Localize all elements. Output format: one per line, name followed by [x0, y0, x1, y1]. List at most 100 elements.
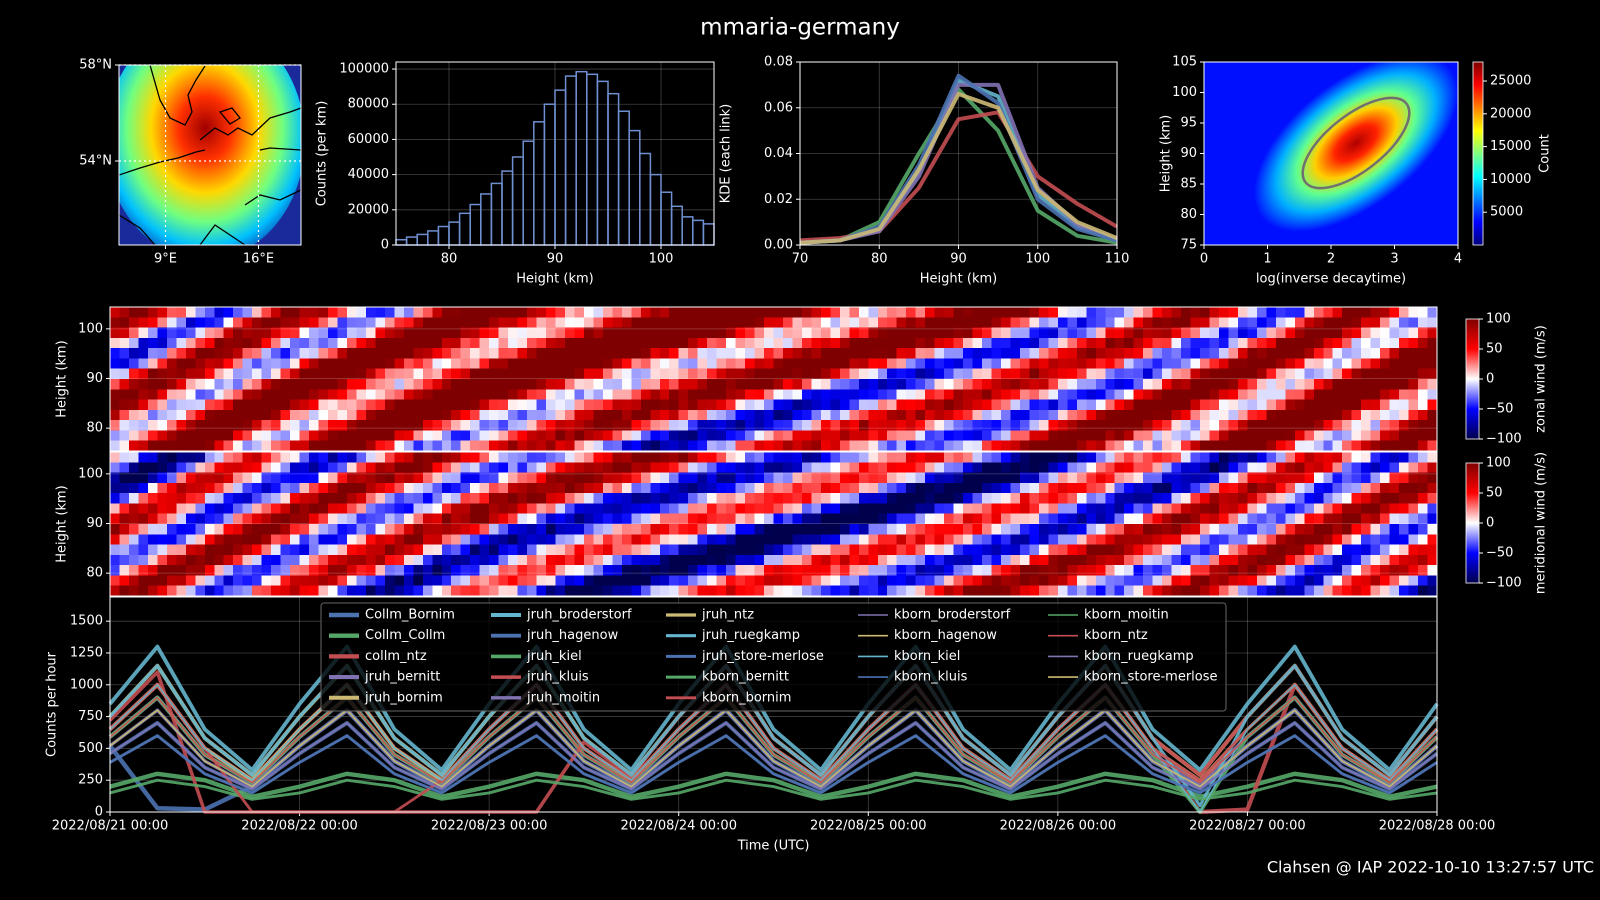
heatmap-cell	[365, 565, 376, 577]
heatmap-cell	[451, 472, 462, 484]
heatmap-cell	[365, 462, 376, 474]
heatmap-cell	[384, 472, 395, 484]
heatmap-cell	[801, 575, 813, 587]
heatmap-cell	[195, 379, 206, 390]
heatmap-cell	[1370, 554, 1381, 566]
heatmap-cell	[1256, 307, 1267, 318]
heatmap-cell	[489, 430, 500, 442]
heatmap-cell	[764, 585, 775, 597]
heatmap-cell	[441, 317, 452, 329]
heatmap-cell	[593, 585, 604, 597]
heatmap-cell	[290, 399, 301, 411]
heatmap-cell	[830, 430, 841, 442]
y-tick-label: 100	[1172, 85, 1197, 100]
heatmap-cell	[1019, 544, 1031, 556]
heatmap-cell	[555, 585, 566, 597]
heatmap-cell	[1370, 472, 1381, 484]
heatmap-cell	[934, 317, 945, 329]
heatmap-cell	[991, 585, 1002, 597]
heatmap-cell	[1342, 534, 1353, 546]
heatmap-cell	[1323, 503, 1334, 515]
heatmap-cell	[1057, 513, 1068, 525]
heatmap-cell	[147, 307, 158, 318]
heatmap-cell	[972, 524, 983, 535]
heatmap-cell	[185, 575, 196, 587]
heatmap-cell	[555, 337, 566, 349]
heatmap-cell	[1133, 452, 1144, 463]
heatmap-cell	[659, 317, 670, 329]
heatmap-cell	[413, 554, 424, 566]
heatmap-cell	[659, 348, 670, 360]
heatmap-cell	[1152, 493, 1163, 505]
heatmap-cell	[593, 358, 604, 370]
heatmap-cell	[242, 493, 253, 505]
heatmap-cell	[157, 554, 168, 566]
heatmap-cell	[432, 430, 443, 442]
heatmap-cell	[1313, 368, 1324, 380]
heatmap-cell	[119, 452, 130, 463]
heatmap-cell	[583, 493, 595, 505]
heatmap-cell	[223, 348, 234, 360]
heatmap-cell	[868, 544, 879, 556]
heatmap-cell	[441, 337, 452, 349]
heatmap-cell	[697, 327, 708, 339]
heatmap-cell	[650, 534, 661, 546]
heatmap-cell	[346, 358, 358, 370]
heatmap-cell	[527, 379, 538, 390]
heatmap-cell	[147, 503, 158, 515]
heatmap-cell	[688, 348, 699, 360]
heatmap-cell	[451, 307, 462, 318]
heatmap-cell	[896, 399, 907, 411]
heatmap-cell	[963, 337, 974, 349]
heatmap-cell	[858, 368, 869, 380]
heatmap-cell	[346, 554, 358, 566]
heatmap-cell	[764, 307, 775, 318]
heatmap-cell	[110, 409, 121, 421]
heatmap-cell	[792, 337, 803, 349]
heatmap-cell	[252, 585, 263, 597]
heatmap-cell	[204, 358, 215, 370]
heatmap-cell	[1418, 524, 1429, 535]
heatmap-cell	[479, 389, 490, 401]
heatmap-cell	[1067, 565, 1078, 577]
heatmap-cell	[176, 575, 187, 587]
heatmap-cell	[1000, 368, 1012, 380]
heatmap-cell	[356, 544, 367, 556]
heatmap-cell	[991, 348, 1002, 360]
heatmap-cell	[1399, 513, 1410, 525]
heatmap-cell	[166, 534, 177, 546]
heatmap-cell	[1380, 472, 1391, 484]
heatmap-cell	[157, 389, 168, 401]
heatmap-cell	[1427, 503, 1438, 515]
heatmap-cell	[290, 409, 301, 421]
heatmap-cell	[934, 503, 945, 515]
heatmap-cell	[546, 409, 557, 421]
heatmap-cell	[669, 493, 680, 505]
heatmap-cell	[716, 513, 727, 525]
heatmap-cell	[498, 513, 509, 525]
heatmap-cell	[1000, 493, 1012, 505]
heatmap-cell	[527, 524, 538, 535]
heatmap-cell	[621, 389, 632, 401]
heatmap-cell	[716, 544, 727, 556]
heatmap-cell	[290, 585, 301, 597]
heatmap-cell	[631, 493, 642, 505]
heatmap-cell	[963, 399, 974, 411]
heatmap-cell	[110, 462, 121, 474]
heatmap-cell	[745, 513, 756, 525]
heatmap-cell	[621, 327, 632, 339]
heatmap-cell	[546, 368, 557, 380]
heatmap-cell	[1285, 513, 1296, 525]
heatmap-cell	[536, 337, 547, 349]
heatmap-cell	[489, 565, 500, 577]
heatmap-cell	[925, 472, 936, 484]
heatmap-cell	[1057, 389, 1068, 401]
heatmap-cell	[166, 554, 177, 566]
heatmap-cell	[1171, 534, 1182, 546]
heatmap-cell	[1408, 493, 1419, 505]
heatmap-cell	[157, 544, 168, 556]
heatmap-cell	[754, 482, 765, 494]
heatmap-cell	[773, 317, 784, 329]
heatmap-cell	[1143, 358, 1154, 370]
series-line	[799, 92, 1118, 245]
